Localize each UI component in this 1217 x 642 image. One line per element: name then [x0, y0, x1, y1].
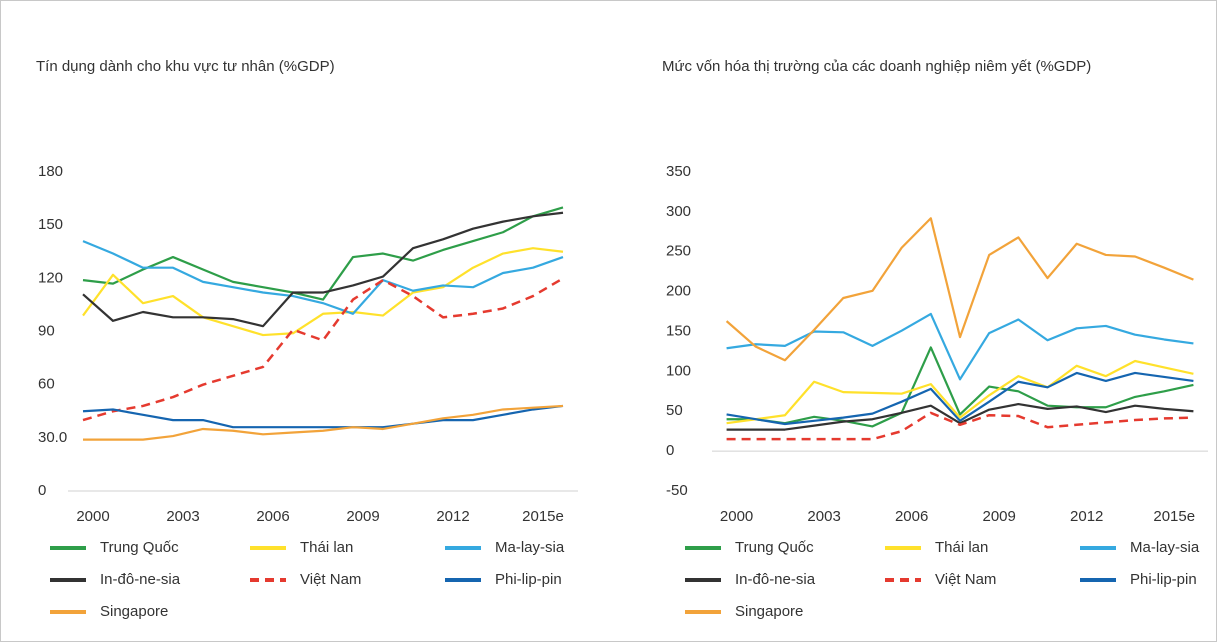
series-line: [726, 312, 1194, 381]
x-tick-label: 2012: [436, 508, 469, 525]
y-tick-label: 120: [38, 269, 63, 286]
y-tick-label: 90: [38, 322, 55, 339]
y-tick-label: 0: [38, 482, 46, 499]
y-tick-label: 100: [666, 362, 691, 379]
series-line: [725, 217, 1194, 362]
series-line: [83, 404, 564, 441]
y-tick-label: 300: [666, 203, 691, 220]
chart-title: Tín dụng dành cho khu vực tư nhân (%GDP): [36, 58, 335, 75]
y-tick-label: 0: [666, 442, 674, 459]
series-line: [726, 371, 1194, 426]
y-tick-label: 250: [666, 243, 691, 260]
y-tick-label: -50: [666, 482, 688, 499]
legend-label: Singapore: [735, 603, 803, 620]
series-line: [726, 402, 1194, 431]
x-tick-label: 2009: [346, 508, 379, 525]
legend-label: In-đô-ne-sia: [100, 571, 181, 588]
y-tick-label: 150: [666, 322, 691, 339]
series-line: [82, 404, 564, 429]
legend-label: Trung Quốc: [735, 539, 814, 556]
y-tick-label: 200: [666, 283, 691, 300]
y-tick-label: 30.0: [38, 429, 67, 446]
x-tick-label: 2000: [76, 508, 109, 525]
legend-label: Ma-lay-sia: [1130, 539, 1200, 556]
y-tick-label: 50: [666, 402, 683, 419]
legend-label: Thái lan: [935, 539, 988, 556]
legend-label: Việt Nam: [300, 571, 361, 588]
series-line: [82, 247, 564, 337]
series-line: [82, 206, 564, 301]
series-line: [726, 359, 1194, 425]
legend-label: In-đô-ne-sia: [735, 571, 816, 588]
y-tick-label: 180: [38, 163, 63, 180]
series-line: [82, 211, 564, 328]
y-tick-label: 60: [38, 376, 55, 393]
y-tick-label: 150: [38, 216, 63, 233]
legend-label: Singapore: [100, 603, 168, 620]
x-tick-label: 2015e: [1153, 508, 1195, 525]
x-tick-label: 2000: [720, 508, 753, 525]
legend-label: Phi-lip-pin: [1130, 571, 1197, 588]
x-tick-label: 2003: [807, 508, 840, 525]
series-line: [82, 277, 564, 422]
legend-label: Thái lan: [300, 539, 353, 556]
series-line: [726, 346, 1194, 428]
series-line: [726, 411, 1194, 441]
legend-label: Trung Quốc: [100, 539, 179, 556]
y-tick-label: 350: [666, 163, 691, 180]
legend-label: Việt Nam: [935, 571, 996, 588]
legend-label: Ma-lay-sia: [495, 539, 565, 556]
x-tick-label: 2006: [256, 508, 289, 525]
series-line: [82, 240, 564, 315]
x-tick-label: 2009: [982, 508, 1015, 525]
chart-title: Mức vốn hóa thị trường của các doanh ngh…: [662, 58, 1091, 75]
x-tick-label: 2012: [1070, 508, 1103, 525]
x-tick-label: 2003: [166, 508, 199, 525]
x-tick-label: 2006: [895, 508, 928, 525]
x-tick-label: 2015e: [522, 508, 564, 525]
legend-label: Phi-lip-pin: [495, 571, 562, 588]
